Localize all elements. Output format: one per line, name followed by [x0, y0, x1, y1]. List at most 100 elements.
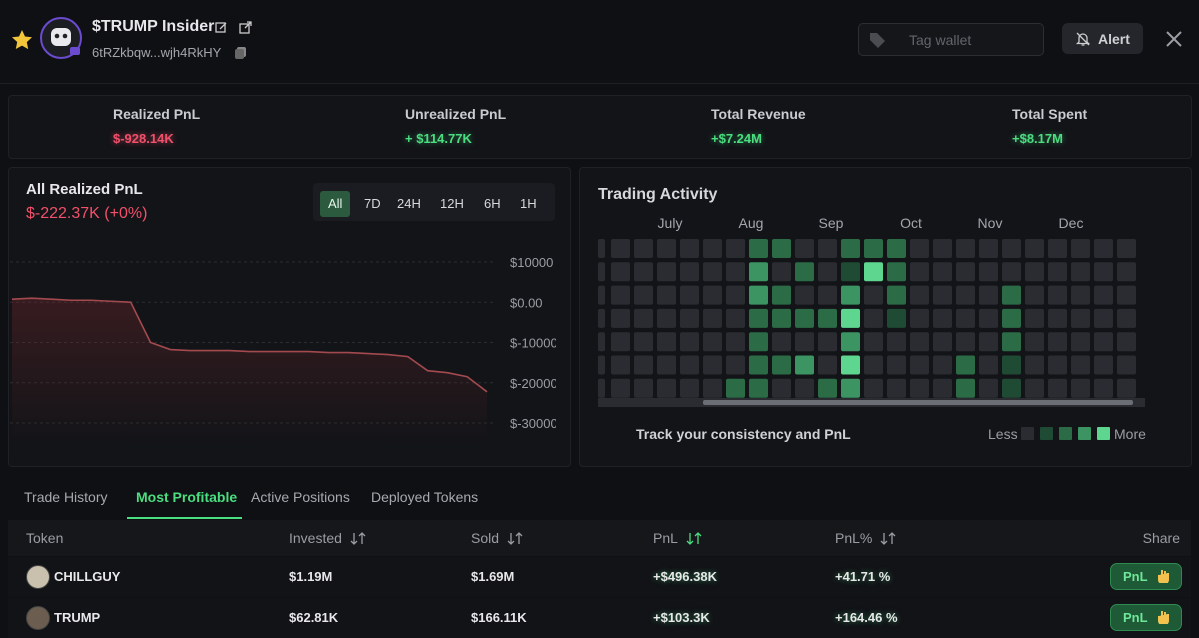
- sort-icon[interactable]: [350, 532, 368, 546]
- active-tab-underline: [127, 517, 242, 519]
- activity-cell: [818, 355, 837, 375]
- tab[interactable]: Deployed Tokens: [371, 489, 479, 505]
- activity-cell: [933, 308, 952, 328]
- activity-cell: [772, 378, 791, 398]
- activity-cell: [611, 378, 630, 398]
- activity-cell: [887, 262, 906, 282]
- activity-cell: [933, 332, 952, 352]
- activity-cell: [726, 355, 745, 375]
- alert-button[interactable]: Alert: [1062, 23, 1143, 54]
- range-button[interactable]: All: [320, 191, 351, 217]
- range-button[interactable]: 6H: [484, 196, 501, 211]
- range-button[interactable]: 1H: [520, 196, 537, 211]
- sort-icon[interactable]: [686, 532, 704, 546]
- activity-cell: [598, 308, 605, 328]
- column-header[interactable]: Invested: [289, 530, 366, 546]
- activity-cell: [749, 239, 768, 258]
- activity-cell: [611, 285, 630, 305]
- activity-cell: [979, 308, 998, 328]
- tag-placeholder: Tag wallet: [909, 32, 972, 48]
- column-header[interactable]: PnL: [653, 530, 702, 546]
- stat-label: Realized PnL: [113, 106, 201, 122]
- activity-cell: [1117, 308, 1136, 328]
- activity-cell: [956, 285, 975, 305]
- range-button[interactable]: 7D: [364, 196, 381, 211]
- tag-wallet-input[interactable]: Tag wallet: [858, 23, 1044, 56]
- activity-cell: [680, 239, 699, 258]
- activity-cell: [979, 239, 998, 258]
- activity-cell: [1025, 378, 1044, 398]
- range-button[interactable]: 24H: [397, 196, 421, 211]
- column-header[interactable]: PnL%: [835, 530, 896, 546]
- activity-cell: [772, 332, 791, 352]
- stat-label: Unrealized PnL: [405, 106, 507, 122]
- activity-cell: [887, 332, 906, 352]
- table-row: [8, 557, 1191, 597]
- activity-heatmap: July Aug Sep Oct Nov Dec: [598, 215, 1145, 440]
- activity-cell: [657, 262, 676, 282]
- activity-cell: [956, 262, 975, 282]
- activity-cell: [1094, 262, 1113, 282]
- activity-cell: [1071, 239, 1090, 258]
- range-button[interactable]: 12H: [440, 196, 464, 211]
- tab[interactable]: Trade History: [24, 489, 108, 505]
- scrollbar-thumb[interactable]: [703, 400, 1133, 405]
- activity-cell: [680, 332, 699, 352]
- activity-cell: [841, 239, 860, 258]
- activity-cell: [598, 239, 605, 258]
- tab[interactable]: Active Positions: [251, 489, 350, 505]
- activity-cell: [795, 332, 814, 352]
- activity-cell: [1094, 239, 1113, 258]
- activity-cell: [979, 355, 998, 375]
- activity-cell: [634, 308, 653, 328]
- month-label: Aug: [739, 215, 764, 231]
- column-header[interactable]: Sold: [471, 530, 523, 546]
- activity-cell: [910, 239, 929, 258]
- activity-cell: [703, 308, 722, 328]
- wallet-address: 6tRZkbqw...wjh4RkHY: [92, 45, 222, 60]
- sort-icon[interactable]: [507, 532, 525, 546]
- activity-cell: [598, 378, 605, 398]
- copy-icon[interactable]: [234, 46, 248, 60]
- cell: +164.46 %: [835, 610, 898, 625]
- tab[interactable]: Most Profitable: [136, 489, 238, 505]
- activity-cell: [1025, 285, 1044, 305]
- sort-icon[interactable]: [880, 532, 898, 546]
- activity-cell: [657, 378, 676, 398]
- legend-more: More: [1114, 426, 1146, 442]
- activity-cell: [1117, 332, 1136, 352]
- activity-cell: [1048, 308, 1067, 328]
- share-button[interactable]: PnL: [1110, 563, 1182, 590]
- cell: $62.81K: [289, 610, 339, 625]
- y-tick-label: $10000: [510, 255, 553, 270]
- activity-title: Trading Activity: [598, 186, 718, 203]
- favorite-star[interactable]: [10, 28, 34, 52]
- activity-cell: [1002, 239, 1021, 258]
- legend-swatch: [1078, 427, 1091, 440]
- activity-cell: [841, 355, 860, 375]
- activity-cell: [1094, 285, 1113, 305]
- activity-cell: [1025, 308, 1044, 328]
- activity-cell: [726, 308, 745, 328]
- activity-cell: [887, 355, 906, 375]
- divider: [0, 83, 1199, 84]
- table-header-row: [8, 520, 1191, 556]
- close-button[interactable]: [1164, 29, 1184, 49]
- activity-cell: [1071, 355, 1090, 375]
- edit-link-icons[interactable]: [214, 20, 254, 36]
- activity-cell: [726, 332, 745, 352]
- activity-cell: [598, 262, 605, 282]
- activity-cell: [1002, 308, 1021, 328]
- legend-less: Less: [988, 426, 1018, 442]
- activity-cell: [634, 355, 653, 375]
- activity-cell: [1071, 332, 1090, 352]
- activity-cell: [680, 308, 699, 328]
- share-button[interactable]: PnL: [1110, 604, 1182, 631]
- bell-icon: [1075, 32, 1091, 46]
- activity-cell: [1025, 332, 1044, 352]
- activity-cell: [841, 262, 860, 282]
- activity-cell: [680, 355, 699, 375]
- activity-cell: [956, 308, 975, 328]
- activity-cell: [1048, 378, 1067, 398]
